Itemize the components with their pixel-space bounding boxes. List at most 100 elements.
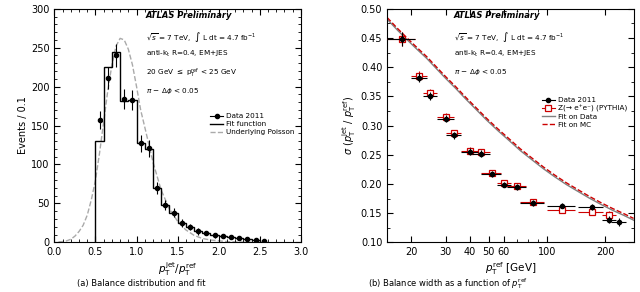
Fit on MC [452, 85, 460, 89]
Fit on MC [585, 194, 593, 198]
Fit on MC [394, 27, 401, 30]
Underlying Poisson [157, 188, 165, 192]
Fit on Data [597, 203, 605, 206]
Underlying Poisson [239, 240, 247, 244]
Underlying Poisson [120, 38, 128, 42]
Text: ATLAS Preliminary: ATLAS Preliminary [145, 11, 232, 20]
Fit on MC [574, 188, 582, 192]
Underlying Poisson [132, 85, 140, 88]
Fit on MC [403, 36, 411, 40]
Underlying Poisson [76, 230, 83, 233]
Underlying Poisson [125, 48, 132, 51]
Fit on Data [472, 107, 479, 111]
Underlying Poisson [100, 120, 108, 124]
Fit on MC [630, 217, 637, 220]
Underlying Poisson [108, 63, 116, 67]
Fit on Data [494, 129, 502, 133]
Fit on MC [620, 212, 628, 215]
Fit on Data [563, 183, 570, 186]
Underlying Poisson [63, 239, 70, 243]
Underlying Poisson [174, 220, 182, 223]
X-axis label: $p_\mathrm{T}^\mathrm{jet} / p_\mathrm{T}^\mathrm{ref}$: $p_\mathrm{T}^\mathrm{jet} / p_\mathrm{T… [158, 260, 197, 278]
Fit on Data [506, 139, 513, 142]
Legend: Data 2011, Z(→ e⁺e⁻) (PYTHIA), Fit on Data, Fit on MC: Data 2011, Z(→ e⁺e⁻) (PYTHIA), Fit on Da… [539, 94, 630, 131]
Fit on MC [433, 65, 440, 69]
Text: $\sqrt{s}$ = 7 TeV,  $\int$ L dt = 4.7 fb$^{-1}$: $\sqrt{s}$ = 7 TeV, $\int$ L dt = 4.7 fb… [454, 30, 564, 44]
Underlying Poisson [83, 213, 91, 217]
Underlying Poisson [92, 178, 99, 182]
Legend: Data 2011, Fit function, Underlying Poisson: Data 2011, Fit function, Underlying Pois… [207, 110, 297, 138]
Underlying Poisson [198, 237, 206, 240]
Underlying Poisson [190, 234, 198, 237]
Underlying Poisson [182, 228, 189, 232]
Underlying Poisson [231, 240, 239, 244]
Text: anti-k$_\mathrm{t}$ R=0.4, EM+JES: anti-k$_\mathrm{t}$ R=0.4, EM+JES [454, 48, 536, 59]
Underlying Poisson [129, 63, 136, 67]
Underlying Poisson [256, 241, 264, 244]
Fit on MC [609, 207, 616, 210]
Underlying Poisson [79, 223, 87, 227]
Underlying Poisson [88, 198, 95, 201]
Underlying Poisson [54, 240, 62, 244]
Text: anti-k$_\mathrm{t}$ R=0.4, EM+JES: anti-k$_\mathrm{t}$ R=0.4, EM+JES [145, 48, 228, 59]
Underlying Poisson [215, 239, 223, 243]
Fit on Data [461, 97, 469, 100]
Fit on MC [563, 181, 570, 185]
X-axis label: $p_\mathrm{T}^\mathrm{ref}$ [GeV]: $p_\mathrm{T}^\mathrm{ref}$ [GeV] [484, 260, 536, 277]
Fit on MC [529, 157, 536, 160]
Underlying Poisson [223, 240, 231, 243]
Underlying Poisson [71, 234, 79, 238]
Underlying Poisson [59, 240, 67, 243]
Fit on Data [452, 87, 460, 91]
Fit on Data [620, 214, 628, 217]
Fit on Data [433, 67, 440, 71]
Text: $\sqrt{s}$ = 7 TeV,  $\int$ L dt = 4.7 fb$^{-1}$: $\sqrt{s}$ = 7 TeV, $\int$ L dt = 4.7 fb… [145, 30, 256, 44]
Line: Fit on Data: Fit on Data [387, 19, 634, 220]
Fit on MC [597, 201, 605, 204]
Text: (b) Balance width as a function of $p_\mathrm{T}^\mathrm{ref}$: (b) Balance width as a function of $p_\m… [368, 276, 528, 291]
Fit on Data [540, 167, 547, 171]
Fit on Data [630, 218, 637, 222]
Fit on MC [540, 165, 547, 169]
Fit on MC [412, 44, 419, 48]
Fit on Data [516, 149, 524, 152]
Fit on MC [383, 16, 391, 19]
Fit on MC [483, 117, 491, 120]
Underlying Poisson [96, 151, 104, 154]
Underlying Poisson [248, 241, 255, 244]
Fit on MC [516, 147, 524, 151]
Fit on Data [574, 190, 582, 193]
Line: Underlying Poisson: Underlying Poisson [58, 38, 260, 242]
Underlying Poisson [207, 238, 214, 242]
Fit on MC [461, 95, 469, 99]
Fit on Data [551, 175, 559, 179]
Line: Fit on MC: Fit on MC [387, 18, 634, 218]
Fit on MC [472, 106, 479, 109]
Fit on MC [551, 173, 559, 177]
Fit on Data [394, 29, 401, 32]
Underlying Poisson [67, 237, 75, 241]
Underlying Poisson [116, 36, 124, 40]
Fit on Data [442, 77, 449, 80]
Fit on Data [585, 196, 593, 200]
Underlying Poisson [104, 89, 111, 92]
Text: $\pi$ $-$ $\Delta\phi$ < 0.05: $\pi$ $-$ $\Delta\phi$ < 0.05 [145, 86, 198, 96]
Text: ATLAS Preliminary: ATLAS Preliminary [454, 11, 540, 20]
Fit on Data [483, 119, 491, 122]
Fit on Data [529, 158, 536, 162]
Fit on MC [506, 137, 513, 141]
Y-axis label: Events / 0.1: Events / 0.1 [18, 97, 28, 154]
Underlying Poisson [137, 108, 145, 112]
Underlying Poisson [112, 44, 120, 48]
Fit on Data [412, 46, 419, 50]
Underlying Poisson [149, 160, 157, 164]
Underlying Poisson [141, 125, 148, 129]
Fit on Data [423, 57, 431, 60]
Text: (a) Balance distribution and fit: (a) Balance distribution and fit [77, 279, 205, 288]
Underlying Poisson [166, 207, 173, 211]
Fit on MC [494, 127, 502, 131]
Text: $\pi$ $-$ $\Delta\phi$ < 0.05: $\pi$ $-$ $\Delta\phi$ < 0.05 [454, 67, 507, 77]
Fit on MC [442, 75, 449, 78]
Fit on MC [423, 55, 431, 58]
Fit on Data [383, 18, 391, 21]
